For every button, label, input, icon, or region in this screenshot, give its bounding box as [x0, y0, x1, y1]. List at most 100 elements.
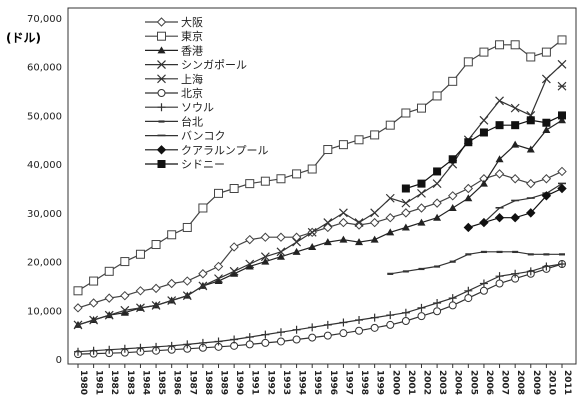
data-point: [135, 249, 145, 259]
legend-item: 東京: [145, 29, 203, 43]
data-point: [526, 116, 535, 125]
legend-item: 上海: [145, 72, 203, 86]
data-point: [120, 308, 129, 316]
legend-label: クアラルンプール: [181, 144, 268, 157]
data-point: [526, 52, 536, 62]
x-tick-label: 1986: [172, 370, 182, 395]
data-point: [464, 138, 473, 147]
data-point: [385, 120, 395, 130]
plot-frame: [67, 7, 577, 365]
data-point: [417, 218, 426, 226]
x-tick-label: 2009: [531, 370, 541, 395]
legend-label: 東京: [181, 29, 203, 43]
data-point: [230, 335, 239, 344]
data-point: [558, 116, 566, 124]
y-tick-label: 30,000: [27, 209, 62, 220]
y-tick-label: 20,000: [27, 258, 62, 269]
data-point: [557, 59, 567, 69]
data-point: [245, 179, 255, 189]
legend-marker: [158, 120, 165, 123]
data-point: [401, 198, 411, 208]
data-point: [292, 335, 301, 344]
data-point: [229, 184, 239, 193]
data-point: [495, 272, 504, 281]
data-point: [105, 345, 114, 354]
legend-label: 上海: [181, 72, 203, 86]
x-tick-label: 2000: [390, 370, 400, 395]
legend-label: シンガポール: [181, 59, 247, 72]
data-point: [245, 340, 254, 349]
data-point: [198, 269, 208, 279]
data-point: [511, 269, 520, 278]
x-tick-label: 1983: [125, 370, 135, 395]
data-point: [214, 274, 223, 284]
x-tick-label: 2010: [546, 370, 556, 395]
data-point: [276, 174, 286, 184]
data-point: [323, 331, 332, 340]
series-1: [73, 166, 567, 313]
legend-marker: [157, 134, 166, 137]
data-point: [198, 338, 207, 347]
data-point: [542, 126, 551, 134]
data-point: [433, 167, 442, 176]
series-3: [74, 116, 566, 328]
series-line: [77, 263, 563, 353]
series-10: [463, 183, 567, 233]
data-point: [292, 247, 301, 255]
data-point: [261, 338, 270, 347]
data-point: [182, 291, 192, 301]
series-8: [387, 250, 565, 275]
legend-label: バンコク: [181, 130, 226, 143]
data-point: [369, 217, 380, 228]
data-point: [260, 176, 270, 186]
x-tick-label: 1999: [375, 370, 385, 395]
data-point: [89, 346, 98, 355]
data-point: [479, 279, 488, 288]
x-tick-label: 1987: [187, 370, 197, 395]
data-point: [167, 230, 177, 240]
data-point: [417, 312, 426, 321]
data-point: [512, 250, 519, 254]
data-point: [387, 272, 394, 275]
data-point: [182, 276, 192, 286]
data-point: [89, 276, 99, 286]
data-point: [339, 235, 348, 243]
x-tick-label: 2007: [500, 370, 510, 395]
legend-item: バンコク: [145, 130, 226, 143]
data-point: [338, 217, 349, 228]
data-point: [495, 206, 504, 209]
data-point: [323, 320, 332, 329]
y-tick-label: 40,000: [27, 160, 62, 171]
data-point: [510, 103, 520, 113]
data-point: [417, 188, 426, 198]
series-5: [557, 81, 567, 91]
x-tick-label: 1981: [94, 370, 104, 395]
data-point: [401, 108, 411, 118]
x-tick-label: 2011: [562, 370, 572, 395]
legend-item: ソウル: [145, 101, 214, 114]
data-point: [495, 121, 504, 130]
data-point: [323, 238, 332, 246]
data-point: [479, 47, 489, 57]
data-point: [510, 174, 520, 184]
data-point: [401, 208, 411, 218]
data-point: [73, 320, 83, 330]
data-point: [386, 228, 395, 236]
data-point: [479, 286, 488, 295]
data-point: [354, 135, 364, 145]
y-axis: 0 10,000 20,000 30,000 40,000 50,000 60,000 70,…: [27, 14, 62, 366]
x-tick-label: 2004: [453, 370, 463, 395]
data-point: [463, 57, 473, 67]
series-9: [479, 182, 566, 224]
data-point: [292, 325, 301, 334]
legend-item: 台北: [145, 114, 203, 128]
data-point: [136, 343, 145, 352]
x-tick-label: 1988: [203, 370, 213, 395]
data-point: [104, 293, 114, 303]
data-point: [370, 323, 379, 332]
x-tick-label: 2002: [421, 370, 431, 395]
x-tick-label: 1998: [359, 370, 369, 395]
data-point: [448, 76, 458, 86]
data-point: [323, 222, 333, 233]
